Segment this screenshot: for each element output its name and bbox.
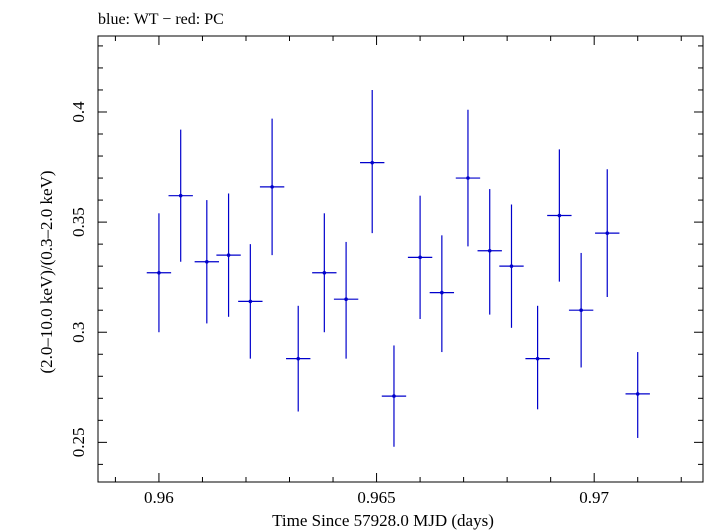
data-point <box>259 118 285 256</box>
chart-title: blue: WT − red: PC <box>98 11 224 28</box>
data-point <box>381 345 407 447</box>
y-axis-label: (2.0–10.0 keV)/(0.3–2.0 keV) <box>37 170 56 373</box>
data-marker <box>270 185 274 189</box>
data-point <box>407 195 433 320</box>
data-marker <box>226 253 231 257</box>
data-marker <box>509 264 514 268</box>
y-tick-label: 0.4 <box>69 101 88 123</box>
data-marker <box>466 176 470 180</box>
data-marker <box>535 356 540 361</box>
data-marker <box>579 308 583 313</box>
data-marker <box>392 394 396 398</box>
data-marker <box>440 290 444 295</box>
data-point <box>595 169 620 297</box>
data-marker <box>370 160 375 165</box>
data-point <box>477 189 502 315</box>
data-point <box>146 213 172 333</box>
data-marker <box>178 193 183 198</box>
data-points <box>146 89 650 447</box>
data-point <box>333 241 359 359</box>
data-point <box>238 244 263 359</box>
y-tick-label: 0.35 <box>69 207 88 237</box>
data-marker <box>418 255 422 260</box>
data-marker <box>157 270 161 275</box>
axis-ticks: 0.96 0.965 0.97 0.25 0.3 0.35 0.4 <box>69 36 703 507</box>
data-marker <box>248 299 253 304</box>
x-tick-label: 0.96 <box>144 488 174 507</box>
data-marker <box>205 259 209 264</box>
data-marker <box>635 392 640 396</box>
data-point <box>525 305 550 410</box>
plot-frame <box>97 35 704 483</box>
data-marker <box>322 270 327 275</box>
data-point <box>360 89 385 234</box>
x-tick-label: 0.965 <box>357 488 395 507</box>
data-point <box>429 235 455 353</box>
y-tick-label: 0.3 <box>69 322 88 343</box>
x-axis-label: Time Since 57928.0 MJD (days) <box>272 511 494 530</box>
data-point <box>455 109 481 247</box>
data-point <box>194 200 219 324</box>
data-point <box>168 129 193 262</box>
data-point <box>216 193 241 317</box>
data-point <box>625 352 650 438</box>
plot-area: 0.96 0.965 0.97 0.25 0.3 0.35 0.4 <box>69 35 704 507</box>
data-marker <box>296 356 301 361</box>
data-point <box>286 305 311 412</box>
data-marker <box>605 231 610 235</box>
data-point <box>499 204 524 328</box>
data-marker <box>487 248 492 253</box>
data-point <box>312 213 337 333</box>
x-tick-label: 0.97 <box>579 488 609 507</box>
y-tick-label: 0.25 <box>69 427 88 457</box>
data-marker <box>344 297 348 301</box>
data-point <box>547 149 572 282</box>
data-point <box>568 252 594 368</box>
data-marker <box>557 213 562 218</box>
